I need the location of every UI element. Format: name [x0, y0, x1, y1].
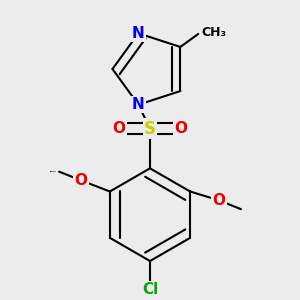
- Text: O: O: [112, 121, 126, 136]
- Text: N: N: [132, 26, 145, 41]
- Text: O: O: [174, 121, 188, 136]
- Text: S: S: [144, 120, 156, 138]
- Text: Cl: Cl: [142, 282, 158, 297]
- Text: O: O: [75, 173, 88, 188]
- Text: N: N: [132, 97, 145, 112]
- Text: O: O: [212, 193, 225, 208]
- Text: methoxy: methoxy: [57, 169, 63, 170]
- Text: methoxy: methoxy: [50, 171, 57, 172]
- Text: CH₃: CH₃: [202, 26, 226, 39]
